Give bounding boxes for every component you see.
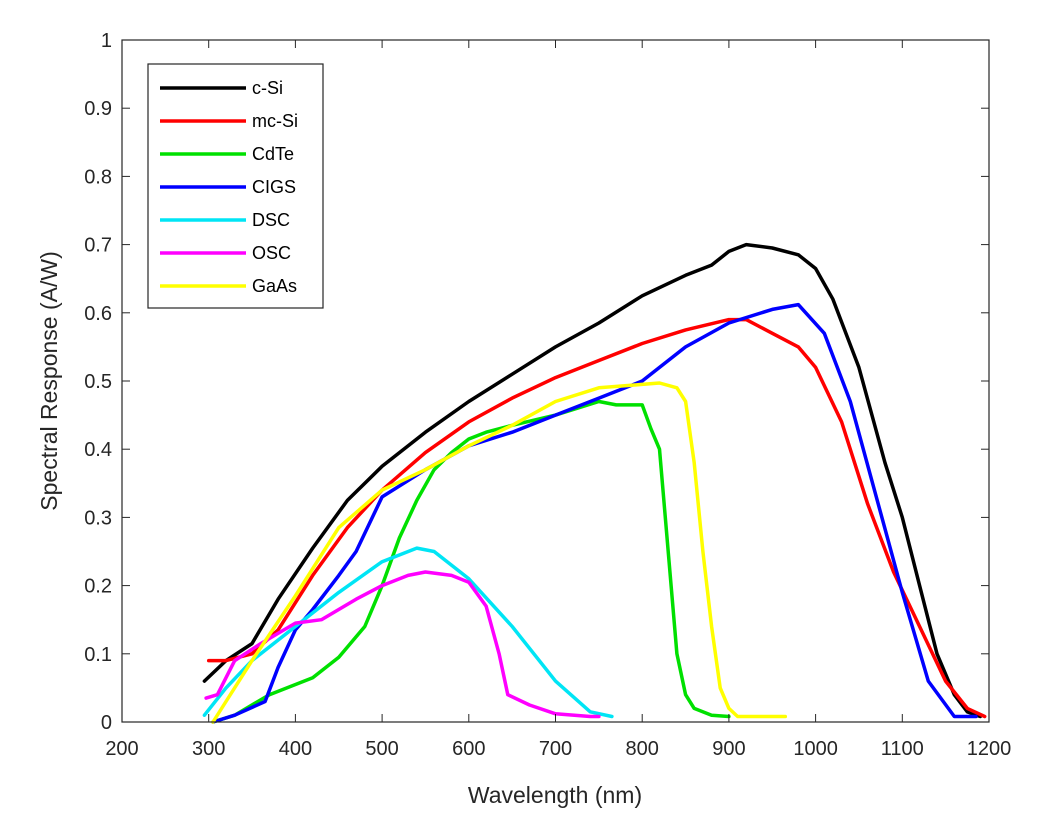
x-tick-label: 1100 (881, 738, 924, 760)
y-tick-label: 0.2 (84, 576, 112, 598)
x-tick-label: 1000 (793, 738, 838, 760)
y-tick-label: 0.9 (84, 98, 112, 120)
y-tick-label: 0.5 (84, 371, 112, 393)
y-tick-label: 0 (101, 712, 112, 734)
y-tick-label: 1 (101, 30, 112, 52)
y-tick-label: 0.7 (84, 235, 112, 257)
x-axis-label: Wavelength (nm) (468, 782, 642, 808)
series-line-cigs (211, 302, 978, 724)
series-line-c-si (202, 242, 983, 719)
y-tick-label: 0.6 (84, 303, 112, 325)
legend-label: mc-Si (252, 111, 298, 131)
y-tick-label: 0.4 (84, 439, 112, 461)
series-line-osc (204, 570, 601, 719)
legend-label: GaAs (252, 276, 297, 296)
x-tick-label: 600 (452, 738, 485, 760)
ticks-layer: 200 300 400 500 600 700 800 900 1000 1100 1200 0 0.1… (84, 30, 1011, 760)
x-tick-label: 1200 (967, 738, 1012, 760)
x-tick-label: 800 (626, 738, 659, 760)
y-tick-label: 0.8 (84, 166, 112, 188)
legend-label: DSC (252, 210, 290, 230)
series-line-cdte (211, 399, 731, 724)
x-tick-label: 900 (712, 738, 745, 760)
legend-label: CIGS (252, 177, 296, 197)
x-tick-label: 300 (192, 738, 225, 760)
y-axis-label: Spectral Response (A/W) (36, 251, 62, 510)
x-tick-label: 400 (279, 738, 312, 760)
legend: c-Si mc-Si CdTe CIGS DSC OSC GaAs (147, 63, 324, 309)
x-tick-label: 200 (105, 738, 138, 760)
series-line-mc-si (206, 317, 987, 719)
series-line-gaas (211, 381, 788, 724)
x-tick-label: 500 (365, 738, 398, 760)
legend-label: OSC (252, 243, 291, 263)
y-tick-label: 0.1 (84, 644, 112, 666)
x-tick-label: 700 (539, 738, 572, 760)
series-layer (202, 242, 987, 724)
legend-label: c-Si (252, 78, 283, 98)
legend-label: CdTe (252, 144, 294, 164)
y-tick-label: 0.3 (84, 507, 112, 529)
